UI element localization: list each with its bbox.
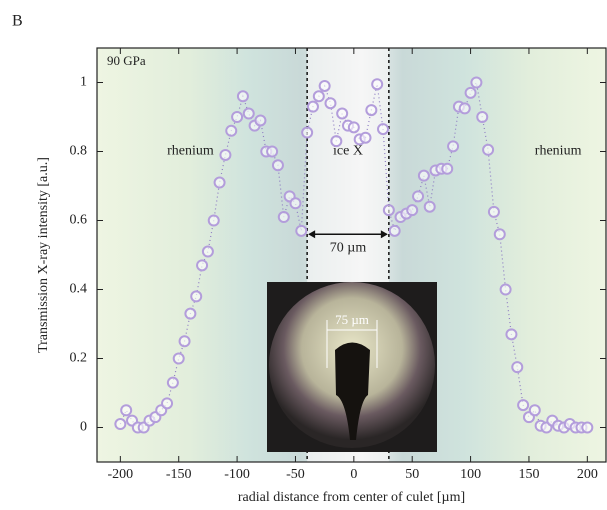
y-tick-label: 0.2 [70,351,88,366]
data-point [306,100,319,113]
data-point [412,190,425,203]
data-point [359,131,372,144]
y-tick-label: 0 [80,420,87,435]
data-point [447,140,460,153]
x-tick-label: 150 [518,467,539,482]
data-point [277,211,290,224]
data-point [236,90,249,103]
x-tick-label: -50 [286,467,305,482]
x-tick-label: -150 [166,467,192,482]
data-point [324,97,337,110]
data-point [499,283,512,296]
data-point [190,290,203,303]
data-point [336,107,349,120]
data-point [517,399,530,412]
data-point [482,143,495,156]
data-point [470,76,483,89]
data-point [178,335,191,348]
data-point [318,79,331,92]
data-point [365,104,378,117]
data-point [312,90,325,103]
y-tick-label: 0.8 [70,144,88,159]
x-tick-label: 100 [460,467,481,482]
x-tick-label: -100 [224,467,250,482]
data-point [505,328,518,341]
data-point [201,245,214,258]
data-point [301,126,314,139]
data-point [120,404,133,417]
x-tick-label: 200 [577,467,598,482]
data-point [295,224,308,237]
data-point [441,162,454,175]
data-point [172,352,185,365]
x-tick-label: -200 [108,467,134,482]
y-tick-label: 0.4 [70,282,88,297]
data-point [161,397,174,410]
data-point [289,197,302,210]
data-point [225,124,238,137]
y-tick-label: 0.6 [70,213,88,228]
data-point [377,123,390,136]
data-point [219,148,232,161]
data-point [581,421,594,434]
x-tick-label: 50 [405,467,419,482]
data-point [347,121,360,134]
data-point [458,102,471,115]
data-point [166,376,179,389]
data-point [417,169,430,182]
data-point [254,114,267,127]
inset-scale-label: 75 µm [335,312,369,327]
data-point [487,205,500,218]
data-point [266,145,279,158]
y-tick-label: 1 [80,75,87,90]
x-axis-label: radial distance from center of culet [µm… [238,490,465,505]
inset-sample [335,342,370,440]
inset-photo: 75 µm [267,282,437,452]
data-point [242,107,255,120]
data-point [382,204,395,217]
width-label: 70 µm [330,241,367,256]
data-point [213,176,226,189]
data-point [511,361,524,374]
data-point [231,111,244,123]
data-point [184,307,197,320]
pressure-label: 90 GPa [107,53,146,68]
data-point [114,418,127,431]
x-tick-label: 0 [350,467,357,482]
data-point [271,159,284,172]
material-label: ice X [333,144,363,159]
material-label: rhenium [535,144,582,159]
y-axis-label: Transmission X-ray intensity [a.u.] [36,157,51,353]
data-point [388,224,401,237]
data-point [423,200,436,213]
data-point [196,259,209,272]
data-point [464,86,477,99]
data-point [493,228,506,241]
data-point [406,204,419,217]
data-point [330,135,343,148]
plot-frame [96,47,607,463]
material-label: rhenium [167,144,214,159]
data-point [476,111,489,123]
data-point [207,214,220,227]
data-point [371,78,384,91]
panel-label: B [12,13,23,30]
data-point [528,404,541,417]
